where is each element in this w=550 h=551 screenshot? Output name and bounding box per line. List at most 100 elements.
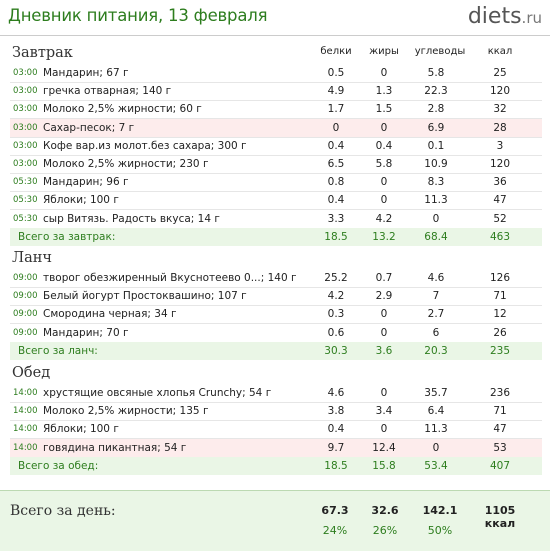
day-total-label: Всего за день: <box>10 503 116 519</box>
food-row[interactable]: 14:00 Яблоки; 100 г 0.4 0 11.3 47 <box>10 420 542 440</box>
meal-time: 14:00 <box>13 388 38 398</box>
food-fat: 4.2 <box>375 212 393 225</box>
food-row[interactable]: 14:00 хрустящие овсяные хлопья Crunchy; 5… <box>10 384 542 403</box>
food-fat: 0.7 <box>375 272 393 284</box>
food-name[interactable]: Сахар-песок; 7 г <box>43 121 135 134</box>
meal-total-protein: 18.5 <box>324 230 348 243</box>
food-protein: 0.6 <box>327 326 345 339</box>
food-name[interactable]: Мандарин; 67 г <box>43 67 129 79</box>
meal-time: 14:00 <box>13 442 38 453</box>
food-fat: 0 <box>380 67 388 79</box>
meal-total-kcal: 235 <box>489 344 511 357</box>
logo-main: diets <box>467 4 522 29</box>
food-row[interactable]: 05:30 сыр Витязь. Радость вкуса; 14 г 3.3 4… <box>10 210 542 229</box>
food-name[interactable]: Кофе вар.из молот.без сахара; 300 г <box>43 139 247 152</box>
food-protein: 3.3 <box>327 212 345 225</box>
food-protein: 0.4 <box>327 423 345 436</box>
food-row[interactable]: 09:00 творог обезжиренный Вкуснотеево 0..… <box>10 269 542 288</box>
food-row[interactable]: 03:00 Мандарин; 67 г 0.5 0 5.8 25 <box>10 64 542 83</box>
food-name[interactable]: Мандарин; 70 г <box>43 326 129 339</box>
meal-time: 09:00 <box>13 273 38 283</box>
food-kcal: 36 <box>493 176 507 189</box>
meal-total-row: Всего за завтрак: 18.5 13.2 68.4 463 <box>10 227 542 246</box>
food-row[interactable]: 03:00 Молоко 2,5% жирности; 230 г 6.5 5.8 10… <box>10 155 542 174</box>
meal-time: 05:30 <box>13 213 38 224</box>
food-carbs: 0 <box>432 441 440 454</box>
day-carbs-percent: 50% <box>427 524 453 537</box>
food-row[interactable]: 03:00 Сахар-песок; 7 г 0 0 6.9 28 <box>10 118 542 138</box>
meal-time: 09:00 <box>13 327 38 338</box>
meal-time: 03:00 <box>13 104 38 115</box>
meal-total-carbs: 68.4 <box>424 230 448 243</box>
page-header: Дневник питания, 13 февраля diets.ru <box>8 4 542 32</box>
meal-time: 05:30 <box>13 177 38 188</box>
day-total-kcal: 1105 ккал <box>484 504 516 530</box>
food-row[interactable]: 03:00 гречка отварная; 140 г 4.9 1.3 22.3 120 <box>10 82 542 102</box>
food-fat: 12.4 <box>372 441 396 454</box>
food-row[interactable]: 09:00 Белый йогурт Простоквашино; 107 г 4.… <box>10 287 542 307</box>
food-name[interactable]: говядина пикантная; 54 г <box>43 441 187 454</box>
food-kcal: 32 <box>493 103 507 116</box>
food-row[interactable]: 09:00 Мандарин; 70 г 0.6 0 6 26 <box>10 324 542 343</box>
food-row[interactable]: 03:00 Кофе вар.из молот.без сахара; 300 г… <box>10 137 542 156</box>
food-protein: 0.5 <box>327 67 345 79</box>
food-fat: 0 <box>380 308 388 321</box>
food-protein: 25.2 <box>324 272 348 284</box>
meal-total-fat: 15.8 <box>372 459 396 472</box>
food-kcal: 52 <box>493 212 507 225</box>
meal-total-label: Всего за завтрак: <box>18 230 116 243</box>
food-row[interactable]: 05:30 Мандарин; 96 г 0.8 0 8.3 36 <box>10 173 542 193</box>
col-protein: белки <box>320 46 352 57</box>
header-divider <box>0 35 550 36</box>
food-kcal: 236 <box>489 387 511 399</box>
section-breakfast: Завтрак <box>12 45 73 61</box>
food-name[interactable]: Мандарин; 96 г <box>43 176 129 189</box>
food-carbs: 11.3 <box>424 194 448 207</box>
food-row[interactable]: 05:30 Яблоки; 100 г 0.4 0 11.3 47 <box>10 191 542 211</box>
food-name[interactable]: Яблоки; 100 г <box>43 423 119 436</box>
food-kcal: 47 <box>493 194 507 207</box>
section-lunch: Ланч <box>12 250 52 266</box>
food-fat: 0 <box>380 326 388 339</box>
food-name[interactable]: хрустящие овсяные хлопья Crunchy; 54 г <box>43 387 272 399</box>
meal-time: 05:30 <box>13 195 38 206</box>
food-name[interactable]: Молоко 2,5% жирности; 60 г <box>43 103 202 116</box>
col-kcal: ккал <box>487 46 513 57</box>
food-name[interactable]: Молоко 2,5% жирности; 230 г <box>43 158 209 170</box>
food-protein: 4.6 <box>327 387 345 399</box>
day-protein-percent: 24% <box>322 524 348 537</box>
food-kcal: 47 <box>493 423 507 436</box>
food-fat: 0.4 <box>375 139 393 152</box>
food-name[interactable]: Белый йогурт Простоквашино; 107 г <box>43 290 247 303</box>
food-row[interactable]: 03:00 Молоко 2,5% жирности; 60 г 1.7 1.5 2.8… <box>10 100 542 120</box>
meal-total-row: Всего за ланч: 30.3 3.6 20.3 235 <box>10 341 542 360</box>
food-name[interactable]: Смородина черная; 34 г <box>43 308 177 321</box>
food-kcal: 120 <box>489 85 511 98</box>
food-kcal: 28 <box>493 121 507 134</box>
food-row[interactable]: 14:00 Молоко 2,5% жирности; 135 г 3.8 3.4 6.… <box>10 402 542 422</box>
food-fat: 5.8 <box>375 158 393 170</box>
page-title: Дневник питания, 13 февраля <box>8 6 268 25</box>
food-carbs: 6.9 <box>427 121 445 134</box>
food-name[interactable]: творог обезжиренный Вкуснотеево 0...; 14… <box>43 272 297 284</box>
food-row[interactable]: 14:00 говядина пикантная; 54 г 9.7 12.4 0 53 <box>10 438 542 458</box>
food-kcal: 26 <box>493 326 507 339</box>
site-logo[interactable]: diets.ru <box>468 4 542 29</box>
food-row[interactable]: 09:00 Смородина черная; 34 г 0.3 0 2.7 12 <box>10 305 542 325</box>
section-dinner: Обед <box>12 365 51 381</box>
food-carbs: 2.8 <box>427 103 445 116</box>
food-fat: 1.3 <box>375 85 393 98</box>
meal-total-kcal: 407 <box>489 459 511 472</box>
food-name[interactable]: Яблоки; 100 г <box>43 194 119 207</box>
meal-time: 03:00 <box>13 140 38 151</box>
food-protein: 4.9 <box>327 85 345 98</box>
food-carbs: 11.3 <box>424 423 448 436</box>
food-name[interactable]: Молоко 2,5% жирности; 135 г <box>43 405 209 418</box>
food-protein: 0.3 <box>327 308 345 321</box>
food-name[interactable]: гречка отварная; 140 г <box>43 85 172 98</box>
food-protein: 9.7 <box>327 441 345 454</box>
food-kcal: 53 <box>493 441 507 454</box>
food-protein: 3.8 <box>327 405 345 418</box>
food-carbs: 0 <box>432 212 440 225</box>
food-name[interactable]: сыр Витязь. Радость вкуса; 14 г <box>43 212 220 225</box>
